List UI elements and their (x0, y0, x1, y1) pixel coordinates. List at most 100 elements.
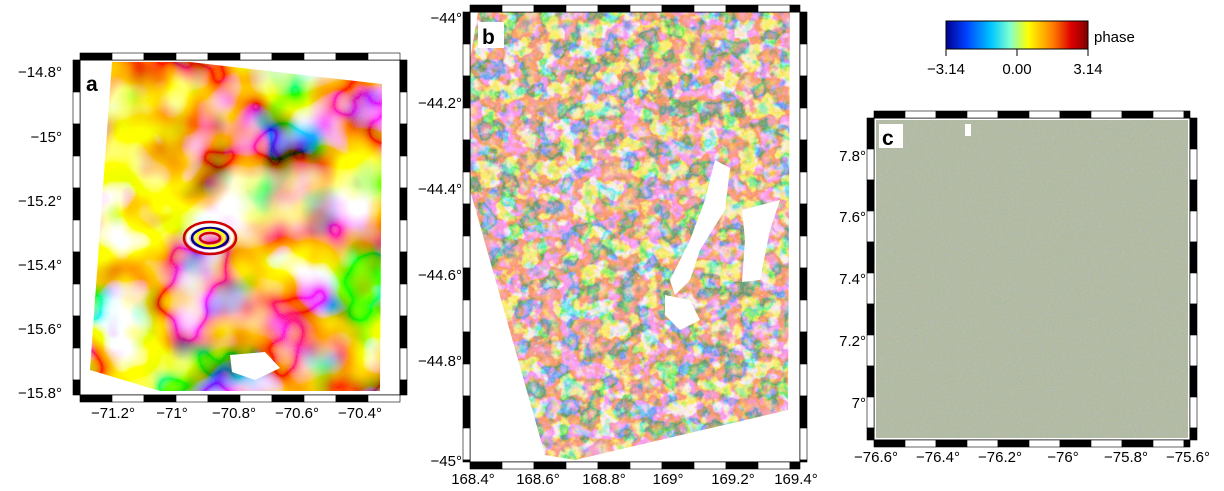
frame-segment (462, 267, 471, 301)
frame-segment (143, 394, 177, 403)
panel-b-y-tick: −44.8° (418, 353, 462, 370)
panel-b-x-tick: 169.2° (711, 471, 755, 488)
frame-segment (399, 251, 408, 285)
colorbar-tick: 3.14 (1073, 61, 1102, 78)
frame-segment (966, 110, 999, 119)
panel-a-x-tick: −70.6° (275, 405, 319, 422)
colorbar-gradient (945, 20, 1089, 50)
panel-b-x-tick: 168.4° (451, 471, 495, 488)
panel-c-y-tick: 7.6° (839, 209, 866, 226)
frame-segment (462, 75, 471, 109)
panel-a-y-axis: −14.8° −15° −15.2° −15.4° −15.6° −15.8° (18, 64, 62, 402)
panel-c-x-tick: −75.8° (1104, 449, 1148, 466)
frame-segment (72, 155, 81, 189)
frame-segment (533, 4, 567, 13)
frame-segment (72, 315, 81, 349)
frame-segment (799, 299, 808, 333)
frame-segment (72, 219, 81, 253)
panel-c-letter: c (882, 127, 894, 150)
frame-segment (799, 363, 808, 397)
panel-c-y-axis: 7.8° 7.6° 7.4° 7.2° 7° (839, 148, 866, 412)
panel-c-interferogram (876, 120, 1188, 438)
frame-segment (462, 299, 471, 333)
frame-segment (399, 315, 408, 349)
frame-segment (79, 52, 113, 61)
frame-segment (866, 334, 875, 367)
frame-segment (533, 461, 567, 470)
frame-segment (799, 11, 808, 45)
frame-segment (79, 394, 113, 403)
frame-segment (789, 4, 801, 13)
frame-segment (866, 396, 875, 429)
frame-segment (935, 439, 968, 448)
frame-segment (462, 107, 471, 141)
frame-segment (629, 4, 663, 13)
frame-segment (111, 52, 145, 61)
panel-a-y-tick: −15.6° (18, 321, 62, 338)
panel-b-x-tick: 168.8° (582, 471, 626, 488)
frame-segment (271, 394, 305, 403)
phase-colorbar: phase −3.14 0.00 3.14 (927, 20, 1135, 78)
panel-a-frame-ticks (72, 52, 408, 403)
frame-segment (799, 171, 808, 205)
frame-segment (462, 171, 471, 205)
frame-segment (175, 52, 209, 61)
frame-segment (462, 235, 471, 269)
panel-a-y-tick: −14.8° (18, 64, 62, 81)
frame-segment (1189, 365, 1198, 398)
frame-segment (997, 439, 1030, 448)
frame-segment (866, 365, 875, 398)
frame-segment (72, 59, 81, 93)
panel-c-x-tick: −76° (1047, 449, 1078, 466)
frame-segment (271, 52, 305, 61)
frame-segment (462, 43, 471, 77)
frame-segment (1121, 110, 1154, 119)
frame-segment (462, 395, 471, 429)
frame-segment (399, 123, 408, 157)
frame-segment (207, 394, 241, 403)
frame-segment (1189, 396, 1198, 429)
panel-c-x-axis: −76.6° −76.4° −76.2° −76° −75.8° −75.6° (854, 449, 1210, 466)
frame-segment (1090, 110, 1123, 119)
frame-segment (469, 4, 503, 13)
frame-segment (799, 427, 808, 461)
frame-segment (1183, 110, 1191, 119)
frame-segment (873, 439, 906, 448)
panel-a-letter: a (86, 73, 98, 96)
frame-segment (799, 235, 808, 269)
panel-b-interferogram (470, 12, 790, 460)
frame-segment (1152, 110, 1185, 119)
frame-segment (72, 91, 81, 125)
frame-segment (72, 347, 81, 381)
panel-c-y-tick: 7.2° (839, 333, 866, 350)
frame-segment (799, 43, 808, 77)
panel-b-frame-ticks (462, 4, 808, 470)
frame-segment (997, 110, 1030, 119)
frame-segment (1189, 427, 1198, 441)
frame-segment (72, 187, 81, 221)
frame-segment (799, 139, 808, 173)
frame-segment (597, 4, 631, 13)
colorbar-tick: 0.00 (1002, 61, 1031, 78)
frame-segment (866, 272, 875, 305)
frame-segment (866, 148, 875, 181)
frame-segment (799, 459, 808, 463)
frame-segment (725, 461, 759, 470)
frame-segment (799, 75, 808, 109)
frame-segment (1028, 439, 1061, 448)
panel-b-y-tick: −44.6° (418, 267, 462, 284)
panel-b-x-tick: 168.6° (516, 471, 560, 488)
frame-segment (462, 11, 471, 45)
frame-segment (462, 427, 471, 461)
frame-segment (239, 394, 273, 403)
frame-segment (462, 363, 471, 397)
frame-segment (469, 461, 503, 470)
frame-segment (1183, 439, 1191, 448)
frame-segment (629, 461, 663, 470)
panel-a: a −14.8° −15° −15.2° −15.4° −15.6° −15.8… (18, 52, 408, 422)
frame-segment (367, 394, 401, 403)
panel-b-x-tick: 169.4° (774, 471, 818, 488)
frame-segment (873, 110, 906, 119)
frame-segment (207, 52, 241, 61)
panel-b-y-tick: −44.4° (418, 181, 462, 198)
